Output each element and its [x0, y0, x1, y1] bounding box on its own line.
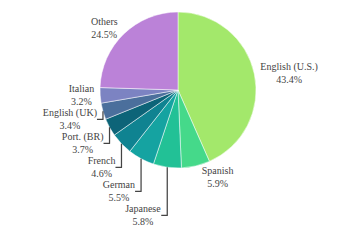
svg-text:English (U.S.)43.4%: English (U.S.)43.4%	[260, 61, 318, 85]
svg-text:German5.5%: German5.5%	[103, 179, 135, 203]
svg-text:Others24.5%: Others24.5%	[91, 16, 118, 40]
svg-text:Japanese5.8%: Japanese5.8%	[125, 203, 161, 227]
svg-text:Port. (BR)3.7%: Port. (BR)3.7%	[62, 131, 104, 155]
svg-text:English (UK)3.4%: English (UK)3.4%	[43, 107, 97, 131]
svg-text:Spanish5.9%: Spanish5.9%	[202, 165, 234, 189]
svg-text:French4.6%: French4.6%	[88, 155, 116, 179]
svg-text:Italian3.2%: Italian3.2%	[69, 83, 95, 107]
